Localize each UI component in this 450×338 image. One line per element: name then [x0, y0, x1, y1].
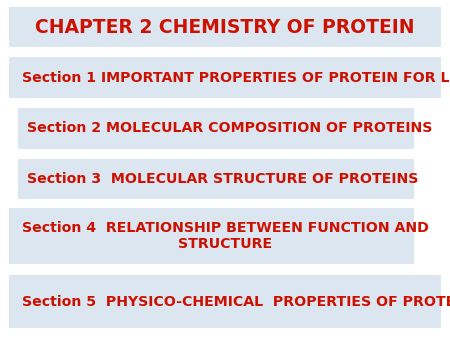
Text: CHAPTER 2 CHEMISTRY OF PROTEIN: CHAPTER 2 CHEMISTRY OF PROTEIN — [35, 18, 415, 37]
Text: Section 3  MOLECULAR STRUCTURE OF PROTEINS: Section 3 MOLECULAR STRUCTURE OF PROTEIN… — [27, 172, 419, 186]
FancyBboxPatch shape — [9, 57, 441, 98]
FancyBboxPatch shape — [9, 208, 414, 264]
Text: Section 4  RELATIONSHIP BETWEEN FUNCTION AND
STRUCTURE: Section 4 RELATIONSHIP BETWEEN FUNCTION … — [22, 221, 428, 251]
FancyBboxPatch shape — [9, 7, 441, 47]
Text: Section 2 MOLECULAR COMPOSITION OF PROTEINS: Section 2 MOLECULAR COMPOSITION OF PROTE… — [27, 121, 432, 136]
FancyBboxPatch shape — [18, 108, 414, 149]
FancyBboxPatch shape — [18, 159, 414, 199]
Text: Section 5  PHYSICO-CHEMICAL  PROPERTIES OF PROTEINS: Section 5 PHYSICO-CHEMICAL PROPERTIES OF… — [22, 295, 450, 309]
FancyBboxPatch shape — [9, 275, 441, 328]
Text: Section 1 IMPORTANT PROPERTIES OF PROTEIN FOR LIFE: Section 1 IMPORTANT PROPERTIES OF PROTEI… — [22, 71, 450, 85]
